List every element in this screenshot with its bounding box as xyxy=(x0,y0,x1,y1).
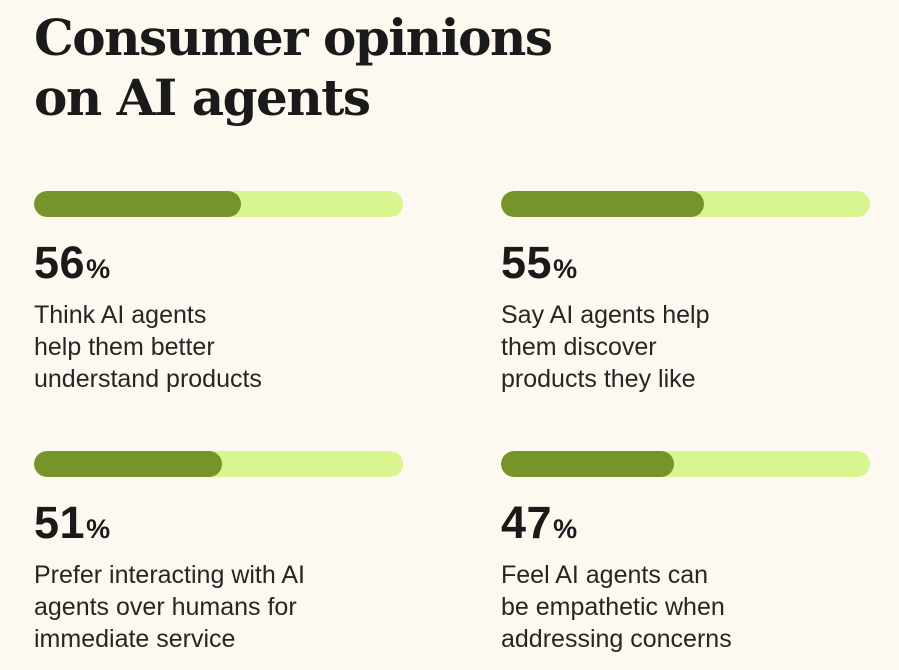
progress-bar-fill-3 xyxy=(34,451,223,477)
stat-description-1: Think AI agents help them better underst… xyxy=(34,299,394,395)
stat-description-4: Feel AI agents can be empathetic when ad… xyxy=(501,559,861,655)
progress-bar-track-4 xyxy=(501,451,870,477)
percent-sign-2: % xyxy=(553,254,578,284)
stat-description-line: Feel AI agents can xyxy=(501,561,709,589)
progress-bar-fill-1 xyxy=(34,191,241,217)
stat-number-2: 55 xyxy=(501,237,553,288)
percent-sign-1: % xyxy=(86,254,111,284)
stat-number-3: 51 xyxy=(34,497,86,548)
stat-description-line: immediate service xyxy=(34,625,236,653)
stat-value-3: 51% xyxy=(34,497,110,560)
stat-description-line: them discover xyxy=(501,333,657,361)
stat-description-line: be empathetic when xyxy=(501,593,725,621)
stat-value-4: 47% xyxy=(501,497,577,560)
title-line-2: on AI agents xyxy=(34,68,371,127)
stat-description-line: addressing concerns xyxy=(501,625,732,653)
page-title: Consumer opinions on AI agents xyxy=(34,8,634,128)
stat-description-2: Say AI agents help them discover product… xyxy=(501,299,861,395)
stat-description-line: agents over humans for xyxy=(34,593,297,621)
stat-description-line: products they like xyxy=(501,365,696,393)
stat-description-line: Think AI agents xyxy=(34,301,207,329)
progress-bar-track-3 xyxy=(34,451,403,477)
progress-bar-track-2 xyxy=(501,191,870,217)
stat-number-4: 47 xyxy=(501,497,553,548)
percent-sign-4: % xyxy=(553,514,578,544)
stat-number-1: 56 xyxy=(34,237,86,288)
title-line-1: Consumer opinions xyxy=(34,8,553,67)
progress-bar-fill-2 xyxy=(501,191,704,217)
stat-description-line: help them better xyxy=(34,333,215,361)
stat-value-1: 56% xyxy=(34,237,110,300)
stat-description-line: understand products xyxy=(34,365,262,393)
percent-sign-3: % xyxy=(86,514,111,544)
progress-bar-track-1 xyxy=(34,191,403,217)
stat-value-2: 55% xyxy=(501,237,577,300)
progress-bar-fill-4 xyxy=(501,451,675,477)
stat-description-3: Prefer interacting with AI agents over h… xyxy=(34,559,394,655)
stat-description-line: Prefer interacting with AI xyxy=(34,561,305,589)
stat-description-line: Say AI agents help xyxy=(501,301,710,329)
